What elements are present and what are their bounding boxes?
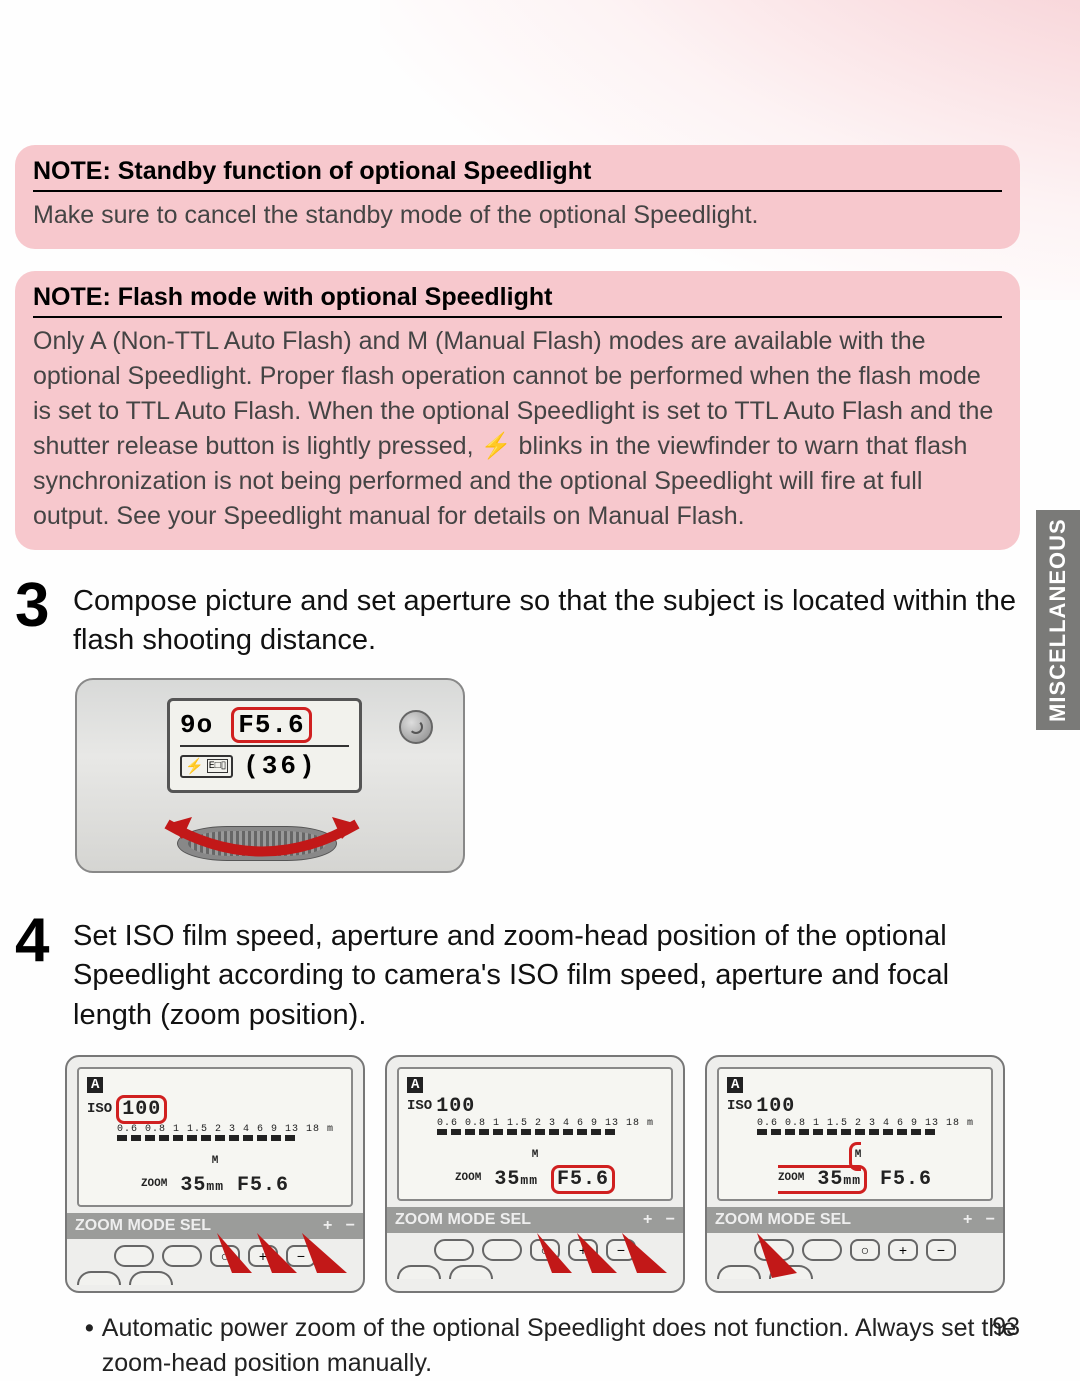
- step-3-text: Compose picture and set aperture so that…: [73, 578, 1020, 660]
- lcd-frame-count: (36): [243, 751, 317, 781]
- camera-lcd: 9o F5.6 ⚡ E□▯ (36): [167, 698, 362, 793]
- speedlight-panel-aperture: A ISO 100 0.6 0.8 1 1.5 2 3 4 6 9 13 18 …: [385, 1055, 685, 1293]
- bullet-dot-icon: •: [85, 1311, 94, 1381]
- iso-label: ISO: [407, 1098, 432, 1114]
- distance-scale: 0.6 0.8 1 1.5 2 3 4 6 9 13 18 m: [117, 1124, 343, 1135]
- zoom-value: 35: [494, 1168, 520, 1191]
- flash-icon: ⚡: [480, 432, 511, 460]
- zoom-mm: mm: [206, 1179, 224, 1194]
- red-arrows-icon: [517, 1223, 677, 1283]
- mode-badge: A: [407, 1077, 423, 1093]
- lcd-aperture-highlighted: F5.6: [231, 707, 311, 743]
- step-4-text: Set ISO film speed, aperture and zoom-he…: [73, 913, 1020, 1034]
- step-4: 4 Set ISO film speed, aperture and zoom-…: [15, 913, 1020, 1034]
- step-3-number: 3: [15, 578, 63, 660]
- iso-value: 100: [436, 1095, 475, 1118]
- zoom-value-highlighted: MZOOM 35mm: [778, 1142, 867, 1194]
- note-standby-body: Make sure to cancel the standby mode of …: [33, 198, 1002, 233]
- note-flash-mode: NOTE: Flash mode with optional Speedligh…: [15, 271, 1020, 550]
- distance-scale: 0.6 0.8 1 1.5 2 3 4 6 9 13 18 m: [757, 1118, 983, 1129]
- camera-knob: [399, 710, 433, 744]
- camera-illustration: 9o F5.6 ⚡ E□▯ (36): [75, 678, 1020, 873]
- mode-badge: A: [87, 1077, 103, 1093]
- aperture-value: F5.6: [237, 1174, 289, 1197]
- note-flash-mode-title: NOTE: Flash mode with optional Speedligh…: [33, 283, 1002, 318]
- note-standby-title: NOTE: Standby function of optional Speed…: [33, 157, 1002, 192]
- speedlight-button: [114, 1245, 154, 1267]
- lcd-flash-icon: ⚡: [185, 757, 204, 776]
- side-tab-miscellaneous: MISCELLANEOUS: [1036, 510, 1080, 730]
- lcd-shutter: 9o: [180, 710, 213, 740]
- mode-badge: A: [727, 1077, 743, 1093]
- iso-value: 100: [756, 1095, 795, 1118]
- aperture-value: F5.6: [880, 1168, 932, 1191]
- bullet-note: • Automatic power zoom of the optional S…: [85, 1311, 1020, 1381]
- speedlight-button: [162, 1245, 202, 1267]
- zoom-value: 35: [180, 1174, 206, 1197]
- step-3: 3 Compose picture and set aperture so th…: [15, 578, 1020, 660]
- step-4-number: 4: [15, 913, 63, 1034]
- distance-bar: [437, 1129, 617, 1135]
- manual-page: NOTE: Standby function of optional Speed…: [0, 0, 1080, 1381]
- speedlight-panels: A ISO 100 0.6 0.8 1 1.5 2 3 4 6 9 13 18 …: [65, 1055, 1020, 1293]
- aperture-value-highlighted: F5.6: [551, 1165, 615, 1194]
- speedlight-panel-zoom: A ISO 100 0.6 0.8 1 1.5 2 3 4 6 9 13 18 …: [705, 1055, 1005, 1293]
- distance-bar: [757, 1129, 937, 1135]
- iso-label: ISO: [727, 1098, 752, 1114]
- iso-label: ISO: [87, 1101, 112, 1117]
- red-arrows-icon: [197, 1223, 357, 1283]
- note-flash-mode-body: Only A (Non-TTL Auto Flash) and M (Manua…: [33, 324, 1002, 534]
- distance-bar: [117, 1135, 297, 1141]
- bullet-text: Automatic power zoom of the optional Spe…: [102, 1311, 1020, 1381]
- zoom-prefix: ZOOM: [141, 1178, 167, 1190]
- dial-rotation-arrow-icon: [147, 809, 377, 869]
- red-arrow-icon: [727, 1223, 807, 1283]
- speedlight-panel-iso: A ISO 100 0.6 0.8 1 1.5 2 3 4 6 9 13 18 …: [65, 1055, 365, 1293]
- iso-value-highlighted: 100: [116, 1095, 167, 1124]
- zoom-m: M: [212, 1155, 219, 1167]
- distance-scale: 0.6 0.8 1 1.5 2 3 4 6 9 13 18 m: [437, 1118, 663, 1129]
- note-standby: NOTE: Standby function of optional Speed…: [15, 145, 1020, 249]
- lcd-mode-icon: E□▯: [207, 759, 229, 773]
- mode-sel-label: ZOOM MODE SEL: [75, 1217, 211, 1235]
